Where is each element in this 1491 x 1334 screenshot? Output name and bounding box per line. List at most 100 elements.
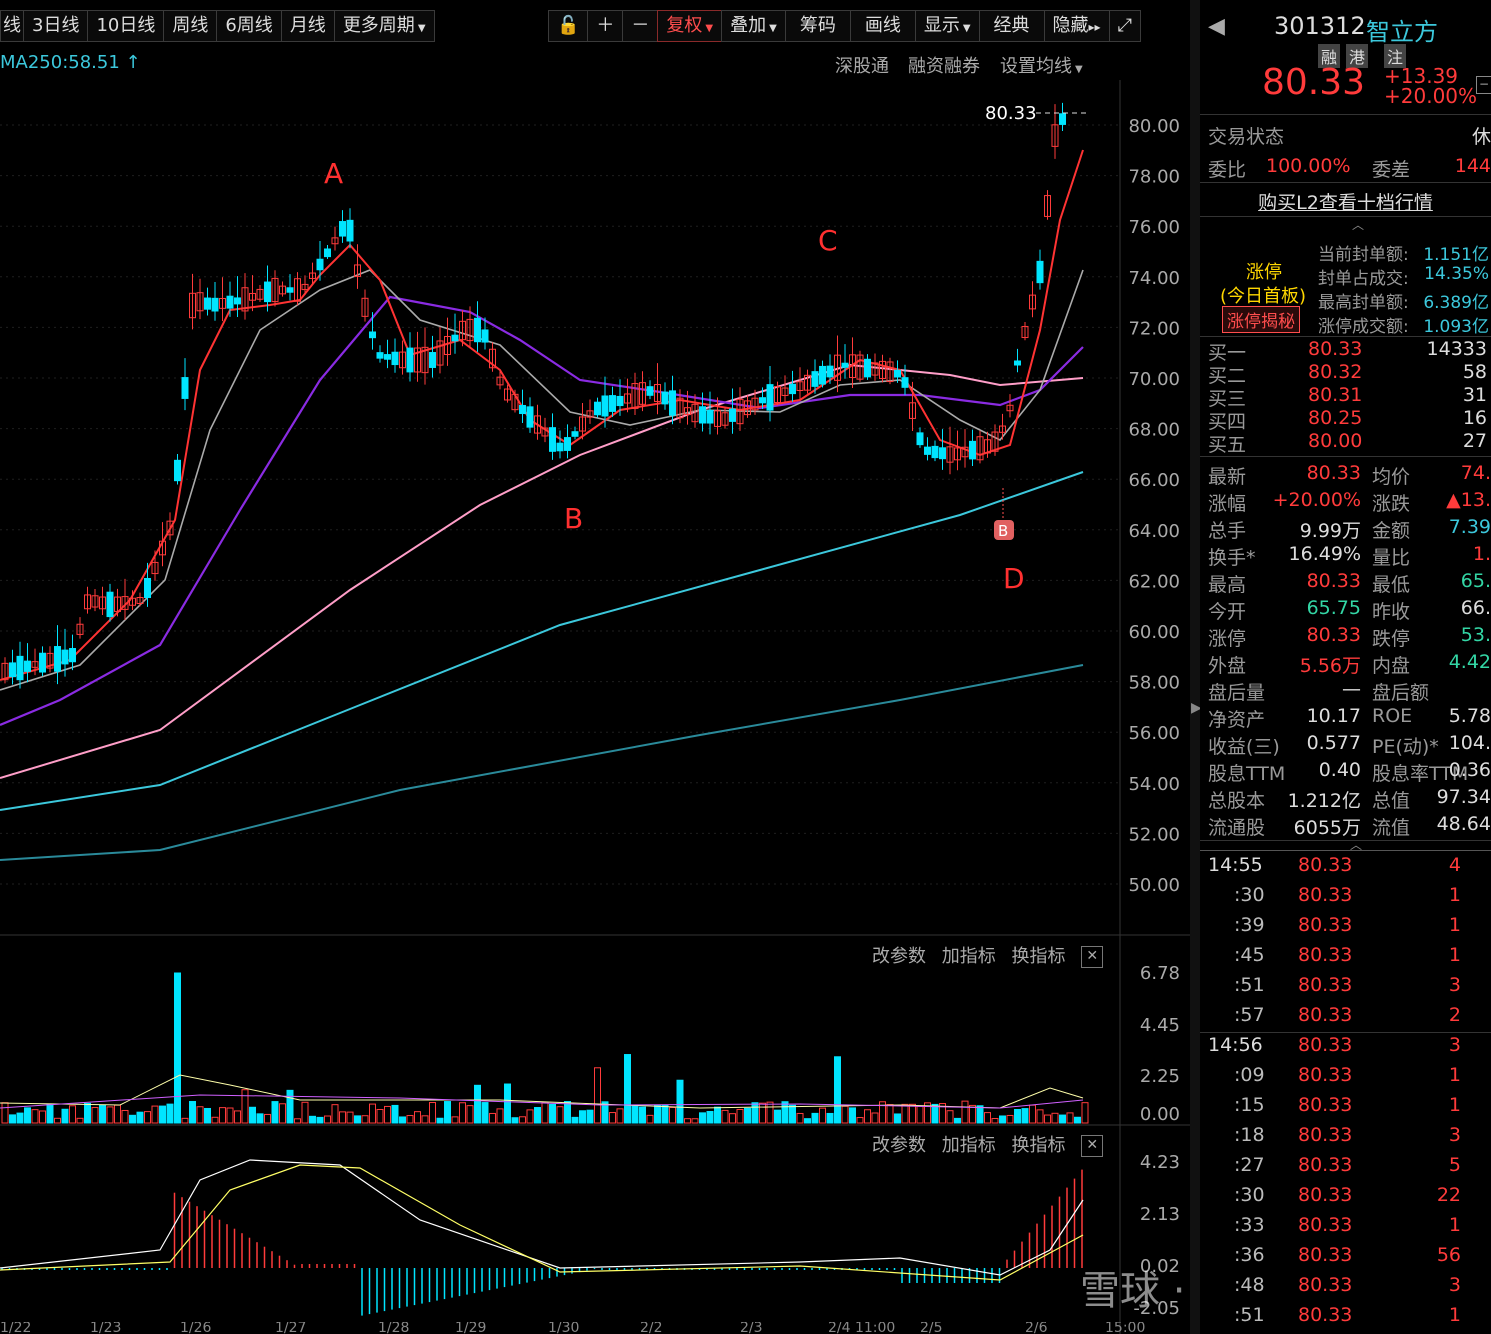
period-3day-button[interactable]: 3日线 xyxy=(23,10,89,42)
date-tick-label: 2/5 xyxy=(920,1322,943,1334)
price-tick-label: 80.00 xyxy=(1128,116,1180,137)
stat-label: 金额 xyxy=(1372,520,1411,542)
volume-edit-params[interactable]: 改参数 xyxy=(872,946,926,967)
chips-button[interactable]: 筹码 xyxy=(784,10,851,42)
volume-bar xyxy=(1021,1108,1029,1124)
candle-body xyxy=(54,646,61,672)
macd-add-indicator[interactable]: 加指标 xyxy=(941,1135,996,1156)
divider xyxy=(1200,114,1491,115)
volume-bar xyxy=(541,1101,549,1124)
candle-body xyxy=(849,354,856,379)
candle-body xyxy=(526,406,534,428)
period-10day-button[interactable]: 10日线 xyxy=(87,10,165,42)
tick-price: 80.33 xyxy=(1298,914,1353,936)
draw-line-button[interactable]: 画线 xyxy=(849,10,916,42)
tick-time: 14:55 xyxy=(1208,854,1263,876)
close-icon[interactable]: ✕ xyxy=(1081,946,1104,968)
adjust-dropdown[interactable]: 复权 ▼ xyxy=(657,10,723,42)
seal-value: 1.151亿 xyxy=(1423,245,1489,265)
period-6week-button[interactable]: 6周线 xyxy=(216,10,282,42)
volume-bar xyxy=(414,1111,421,1124)
candle-body xyxy=(699,406,706,424)
macd-switch-indicator[interactable]: 换指标 xyxy=(1011,1135,1066,1156)
candle-body xyxy=(354,264,361,277)
chevron-down-icon: ▼ xyxy=(705,23,714,34)
more-periods-dropdown[interactable]: 更多周期 ▼ xyxy=(333,10,435,42)
candle-body xyxy=(586,410,594,418)
price-tick-label: 66.00 xyxy=(1128,470,1180,491)
tick-time: :48 xyxy=(1234,1274,1265,1296)
close-icon[interactable]: ✕ xyxy=(1081,1135,1104,1157)
lock-icon[interactable]: 🔓 xyxy=(548,10,589,42)
candle-body xyxy=(31,661,39,668)
buy-badge-label: B xyxy=(998,522,1008,540)
kline-chart-area[interactable]: 线 3日线 10日线 周线 6周线 月线 更多周期 ▼ 🔓 ＋ － 复权 ▼ 叠加 ▼… xyxy=(0,0,1358,1334)
stat-label: 外盘 xyxy=(1208,655,1247,677)
period-toolbar: 线 3日线 10日线 周线 6周线 月线 更多周期 ▼ xyxy=(0,10,435,44)
panel-divider[interactable]: ▶ xyxy=(1190,0,1202,1334)
collapse-panel-icon[interactable]: ▶ xyxy=(1191,700,1202,716)
candle-body xyxy=(969,440,976,460)
fullscreen-icon[interactable]: ⤢ xyxy=(1108,10,1141,42)
set-ma-dropdown[interactable]: 设置均线 ▼ xyxy=(1000,52,1083,78)
period-partial-button[interactable]: 线 xyxy=(0,10,24,42)
macd-tick-label: 4.23 xyxy=(1140,1152,1180,1173)
period-month-button[interactable]: 月线 xyxy=(280,10,335,42)
volume-bar xyxy=(99,1104,106,1124)
bid-label: 买三 xyxy=(1208,388,1247,410)
macd-tick-label: 2.13 xyxy=(1140,1204,1180,1225)
volume-bar xyxy=(496,1108,504,1124)
volume-bar xyxy=(684,1118,691,1124)
ma10-line xyxy=(0,269,1084,691)
stat-value: 0.36 xyxy=(1448,759,1491,781)
candle-body xyxy=(174,459,181,482)
volume-bar xyxy=(729,1113,736,1124)
volume-bar xyxy=(324,1115,331,1124)
candle-body xyxy=(939,447,946,460)
period-week-button[interactable]: 周线 xyxy=(163,10,218,42)
volume-bar xyxy=(916,1105,924,1124)
volume-bar xyxy=(391,1104,399,1124)
candle-body xyxy=(76,623,84,635)
limit-up-reveal-button[interactable]: 涨停揭秘 xyxy=(1222,306,1300,333)
bid-volume: 27 xyxy=(1462,430,1487,452)
volume-bar xyxy=(946,1110,954,1124)
back-arrow-icon[interactable]: ◀ xyxy=(1208,14,1225,39)
price-tick-label: 70.00 xyxy=(1128,369,1180,390)
candle-body xyxy=(684,407,691,416)
l2-promo-link[interactable]: 购买L2查看十档行情 xyxy=(1258,192,1433,214)
display-dropdown[interactable]: 显示 ▼ xyxy=(914,10,980,42)
volume-bar xyxy=(1014,1108,1021,1124)
stat-label: 盘后额 xyxy=(1372,682,1430,704)
candle-body xyxy=(669,390,676,416)
stat-value: 5.78 xyxy=(1448,705,1491,727)
macd-edit-params[interactable]: 改参数 xyxy=(872,1135,926,1156)
zoom-in-icon[interactable]: ＋ xyxy=(587,10,624,42)
buy-badge[interactable] xyxy=(994,520,1014,540)
candle-body xyxy=(129,597,136,606)
candle-body xyxy=(706,409,714,424)
volume-bar xyxy=(451,1116,459,1124)
stat-label: PE(动)* xyxy=(1372,736,1439,758)
stat-value: 80.33 xyxy=(1306,570,1361,592)
volume-add-indicator[interactable]: 加指标 xyxy=(941,946,996,967)
hide-button[interactable]: 隐藏▸▸ xyxy=(1043,10,1110,42)
volume-bar xyxy=(714,1106,721,1124)
candle-body xyxy=(249,292,256,301)
minus-icon[interactable]: − xyxy=(1476,76,1491,94)
chevron-up-icon[interactable]: ︿ xyxy=(1352,218,1365,232)
volume-bar xyxy=(856,1117,864,1124)
volume-switch-indicator[interactable]: 换指标 xyxy=(1011,946,1066,967)
hk-connect-link[interactable]: 深股通 xyxy=(835,56,889,77)
candle-body xyxy=(99,596,106,610)
candle-body xyxy=(436,340,444,366)
candle-body xyxy=(391,351,399,366)
stat-value: 1. xyxy=(1472,543,1491,565)
zoom-out-icon[interactable]: － xyxy=(622,10,659,42)
margin-trading-link[interactable]: 融资融券 xyxy=(908,56,980,77)
price-tick-label: 72.00 xyxy=(1128,318,1180,339)
volume-bar xyxy=(211,1116,219,1124)
volume-bar xyxy=(871,1112,879,1124)
candle-body xyxy=(166,520,174,536)
chevron-up-icon[interactable]: ︿ xyxy=(1350,838,1363,852)
